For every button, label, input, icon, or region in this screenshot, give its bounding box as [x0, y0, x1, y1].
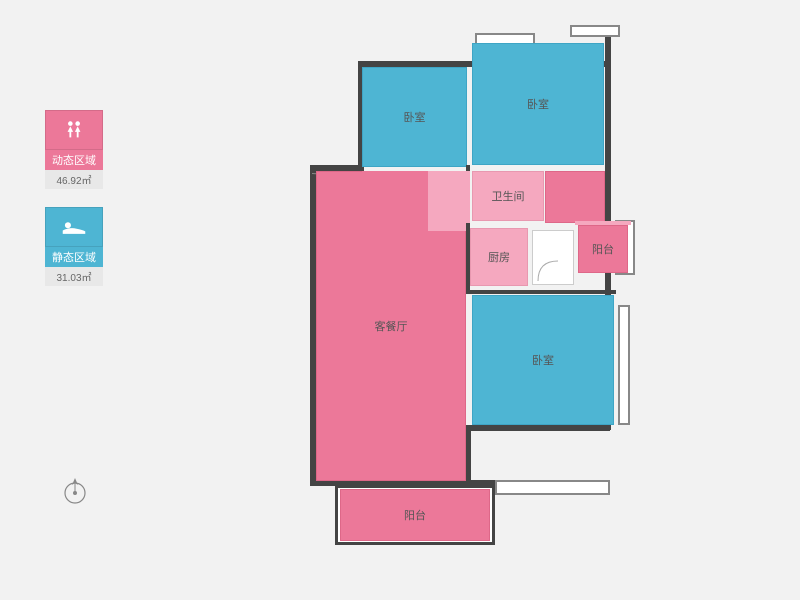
legend-dynamic-value: 46.92㎡	[45, 170, 103, 189]
legend-static: 静态区域 31.03㎡	[45, 207, 103, 286]
room-hallway	[428, 171, 470, 231]
room-bedroom-3: 卧室	[472, 295, 614, 425]
room-utility	[532, 230, 574, 285]
room-bedroom-1: 卧室	[362, 67, 467, 167]
room-balcony-1: 阳台	[578, 225, 628, 273]
legend-static-value: 31.03㎡	[45, 267, 103, 286]
room-label: 阳台	[592, 241, 614, 257]
legend-dynamic-icon	[45, 110, 103, 150]
room-label: 厨房	[488, 249, 510, 265]
floorplan-canvas: 卧室 卧室 客餐厅 卫生间 厨房 阳台 卧室 阳台	[280, 25, 650, 570]
legend-dynamic-title: 动态区域	[45, 150, 103, 170]
room-balcony-2: 阳台	[340, 489, 490, 541]
room-bedroom-2: 卧室	[472, 43, 604, 165]
room-kitchen: 厨房	[470, 228, 528, 286]
compass-icon	[60, 475, 90, 505]
room-label: 卧室	[532, 352, 554, 368]
room-label: 卧室	[404, 109, 426, 125]
zone-legend: 动态区域 46.92㎡ 静态区域 31.03㎡	[45, 110, 103, 304]
legend-static-icon	[45, 207, 103, 247]
legend-static-title: 静态区域	[45, 247, 103, 267]
room-label: 客餐厅	[375, 318, 408, 334]
room-fill	[545, 171, 605, 223]
room-bathroom: 卫生间	[472, 171, 544, 221]
sleep-icon	[61, 218, 87, 236]
legend-dynamic: 动态区域 46.92㎡	[45, 110, 103, 189]
room-label: 阳台	[404, 507, 426, 523]
room-label: 卫生间	[492, 188, 525, 204]
room-label: 卧室	[527, 96, 549, 112]
people-icon	[63, 119, 85, 141]
